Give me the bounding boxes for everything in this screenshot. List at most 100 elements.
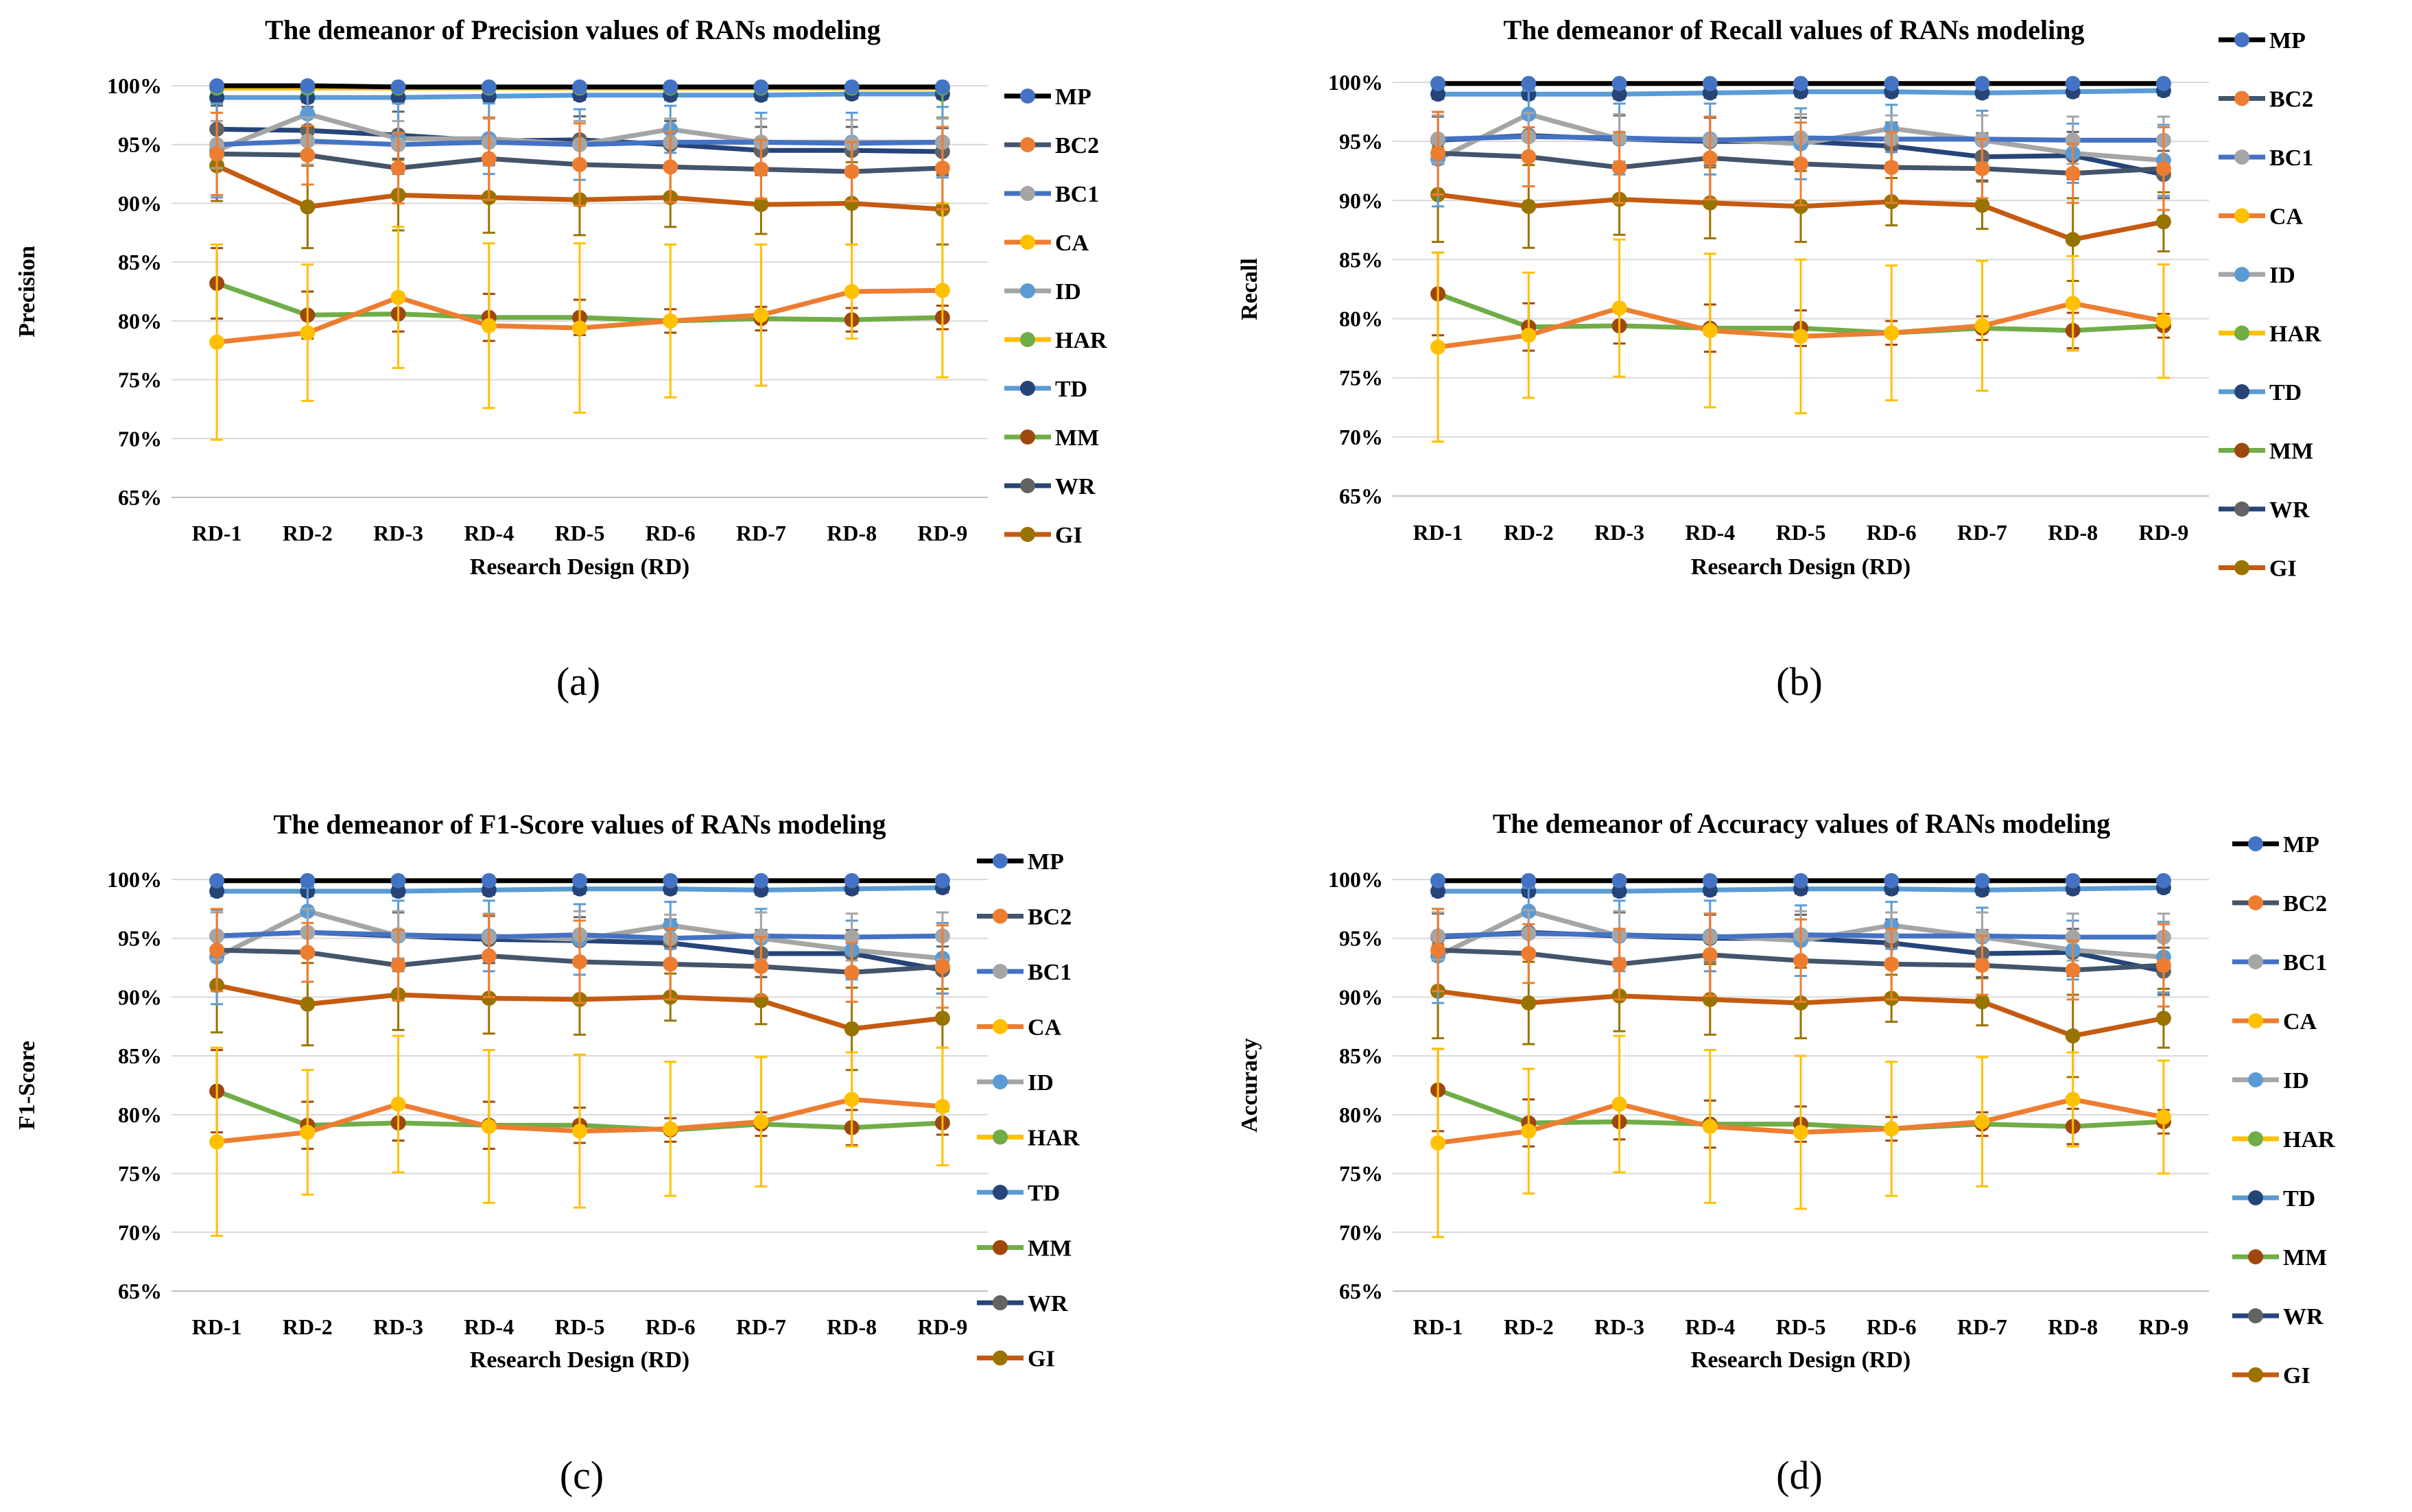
legend-marker	[993, 1129, 1008, 1145]
y-tick-label: 65%	[1339, 484, 1383, 508]
data-point	[2065, 962, 2081, 978]
data-point	[1974, 958, 1990, 973]
x-tick-label: RD-1	[1413, 520, 1463, 545]
data-point	[209, 884, 225, 899]
y-tick-label: 90%	[118, 191, 162, 215]
data-point	[1702, 322, 1718, 338]
series-ca	[209, 1035, 950, 1237]
data-point	[844, 196, 860, 211]
legend-label: WR	[1055, 474, 1096, 499]
data-point	[753, 958, 769, 974]
legend-item-mm: MM	[1004, 425, 1099, 451]
data-point	[753, 197, 769, 213]
legend-marker	[2248, 1367, 2263, 1382]
data-point	[2155, 161, 2171, 176]
chart-title: The demeanor of F1-Score values of RANs …	[274, 809, 886, 840]
data-point	[2155, 958, 2171, 973]
data-point	[1793, 873, 1808, 888]
y-tick-label: 90%	[118, 984, 162, 1009]
legend-item-td: TD	[2219, 380, 2302, 405]
data-point	[390, 79, 406, 95]
series-ca	[1430, 238, 2171, 443]
legend-marker	[993, 908, 1008, 924]
x-tick-label: RD-8	[2048, 520, 2098, 545]
data-point	[1974, 198, 1990, 213]
y-axis-title: Accuracy	[1237, 1038, 1262, 1133]
panel-label: (a)	[556, 659, 600, 704]
legend-marker	[993, 1240, 1008, 1255]
x-tick-label: RD-6	[646, 1314, 696, 1339]
data-point	[753, 161, 769, 177]
data-point	[572, 954, 587, 969]
x-tick-label: RD-3	[1594, 1314, 1644, 1339]
data-point	[1884, 1121, 1900, 1137]
y-tick-label: 80%	[1339, 307, 1383, 331]
data-point	[1611, 884, 1627, 899]
x-tick-label: RD-9	[2138, 1314, 2188, 1339]
data-point	[934, 161, 950, 176]
legend-marker	[993, 1350, 1008, 1366]
x-tick-label: RD-9	[917, 1314, 967, 1339]
legend-item-mp: MP	[2232, 832, 2319, 858]
data-point	[1702, 947, 1718, 962]
data-point	[753, 1114, 769, 1130]
x-tick-label: RD-5	[555, 521, 605, 545]
data-point	[1521, 198, 1537, 214]
y-tick-label: 65%	[118, 485, 162, 510]
legend-marker	[1020, 429, 1035, 445]
panel-label: (c)	[560, 1453, 604, 1498]
legend-label: BC1	[2283, 950, 2327, 976]
legend-marker	[1020, 478, 1035, 493]
legend-item-bc2: BC2	[2232, 891, 2327, 917]
data-point	[481, 991, 497, 1006]
data-point	[1884, 75, 1900, 91]
legend-item-bc1: BC1	[977, 960, 1072, 985]
data-point	[753, 307, 769, 323]
data-point	[663, 873, 678, 888]
legend-label: BC1	[2269, 145, 2313, 171]
chart-panel-1: The demeanor of Precision values of RANs…	[14, 14, 1107, 704]
y-tick-label: 70%	[1339, 1220, 1383, 1244]
data-point	[663, 313, 678, 329]
data-point	[663, 79, 678, 95]
data-point	[1974, 1114, 1990, 1130]
x-tick-label: RD-5	[555, 1314, 605, 1339]
legend-item-mm: MM	[2219, 439, 2313, 464]
legend-marker	[1020, 186, 1035, 201]
data-point	[390, 873, 406, 888]
x-tick-label: RD-2	[283, 521, 333, 545]
y-tick-label: 75%	[118, 1161, 162, 1186]
y-tick-label: 70%	[118, 426, 162, 451]
series-mp	[209, 78, 950, 95]
y-tick-label: 85%	[118, 250, 162, 274]
data-point	[1611, 956, 1627, 972]
data-point	[844, 930, 860, 945]
x-tick-label: RD-6	[646, 521, 696, 545]
data-point	[1521, 873, 1537, 888]
legend-marker	[2234, 325, 2249, 341]
data-point	[1974, 161, 1990, 176]
legend-marker	[2234, 267, 2249, 282]
legend-label: GI	[2269, 556, 2297, 582]
y-tick-label: 100%	[107, 73, 162, 98]
data-point	[2065, 75, 2081, 91]
x-axis-title: Research Design (RD)	[470, 554, 689, 580]
legend-marker	[2234, 384, 2249, 399]
legend-item-mm: MM	[2232, 1245, 2327, 1271]
legend-label: CA	[1055, 231, 1089, 256]
legend-marker	[993, 853, 1008, 869]
chart-title: The demeanor of Precision values of RANs…	[265, 14, 880, 45]
legend-marker	[2234, 560, 2249, 576]
data-point	[753, 873, 769, 888]
legend-marker	[2234, 32, 2249, 47]
legend-item-id: ID	[2232, 1068, 2309, 1094]
data-point	[1611, 75, 1627, 91]
data-point	[481, 318, 497, 333]
y-tick-label: 85%	[1339, 1043, 1383, 1068]
data-point	[2065, 873, 2081, 888]
legend-item-td: TD	[977, 1181, 1060, 1206]
legend-label: MM	[2283, 1245, 2327, 1271]
legend-label: BC2	[1055, 133, 1099, 158]
legend-item-ca: CA	[1004, 231, 1089, 256]
